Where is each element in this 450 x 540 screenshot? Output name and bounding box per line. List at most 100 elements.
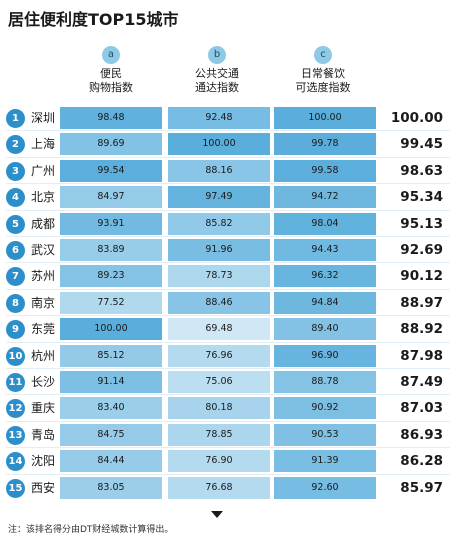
score-cell-a: 85.12: [60, 344, 162, 367]
row-divider: [6, 156, 450, 158]
score-cell-b: 80.18: [168, 397, 270, 420]
row-divider: [6, 130, 450, 132]
score-cell-a: 89.69: [60, 133, 162, 156]
table-row: 8 南京 77.52 88.46 94.84 88.97: [0, 290, 450, 316]
table-row: 1 深圳 98.48 92.48 100.00 100.00: [0, 105, 450, 131]
score-cell-b: 85.82: [168, 212, 270, 235]
row-divider: [6, 473, 450, 475]
score-cell-a: 99.54: [60, 159, 162, 182]
table-row: 3 广州 99.54 88.16 99.58 98.63: [0, 158, 450, 184]
rank-badge: 12: [6, 399, 25, 419]
column-label-b-line1: 公共交通: [195, 67, 239, 80]
total-score: 85.97: [400, 479, 443, 496]
row-divider: [6, 341, 450, 343]
total-score: 86.93: [400, 426, 443, 443]
city-name: 南京: [31, 295, 56, 310]
score-cell-b: 91.96: [168, 239, 270, 261]
total-score: 99.45: [400, 136, 443, 153]
rank-badge: 11: [6, 373, 25, 392]
score-cell-b: 76.90: [168, 450, 270, 473]
row-divider: [6, 394, 450, 396]
row-divider: [6, 183, 450, 185]
score-cell-b: 97.49: [168, 186, 270, 209]
total-score: 95.13: [400, 215, 443, 232]
column-header-c: c 日常餐饮 可选度指数: [268, 46, 378, 95]
rank-badge: 9: [6, 320, 25, 340]
score-cell-a: 84.97: [60, 186, 162, 209]
total-score: 95.34: [400, 189, 443, 206]
score-cell-b: 100.00: [168, 133, 270, 156]
score-cell-c: 89.40: [274, 318, 376, 341]
score-cell-b: 76.68: [168, 476, 270, 499]
total-score: 87.49: [400, 374, 443, 390]
score-cell-a: 89.23: [60, 265, 162, 288]
column-label-c-line2: 可选度指数: [295, 81, 351, 94]
score-cell-b: 78.85: [168, 423, 270, 446]
score-cell-c: 100.00: [274, 107, 376, 129]
score-cell-b: 69.48: [168, 318, 270, 341]
city-name: 青岛: [31, 427, 56, 442]
row-divider: [6, 315, 450, 317]
score-cell-b: 92.48: [168, 107, 270, 129]
rank-badge: 7: [6, 267, 25, 287]
row-divider: [6, 447, 450, 449]
total-score: 100.00: [390, 110, 443, 126]
rank-badge: 2: [6, 135, 25, 155]
score-cell-b: 88.16: [168, 159, 270, 182]
column-label-c-line1: 日常餐饮: [301, 67, 345, 80]
score-cell-c: 91.39: [274, 450, 376, 473]
table-row: 4 北京 84.97 97.49 94.72 95.34: [0, 184, 450, 210]
score-cell-c: 98.04: [274, 212, 376, 235]
score-cell-a: 100.00: [60, 318, 162, 341]
rank-badge: 6: [6, 241, 25, 260]
score-cell-b: 88.46: [168, 291, 270, 314]
score-cell-c: 90.53: [274, 423, 376, 446]
score-cell-a: 83.05: [60, 476, 162, 499]
footnote: 注：该排名得分由DT财经城数计算得出。: [8, 525, 174, 535]
rank-badge: 8: [6, 293, 25, 313]
score-cell-c: 96.32: [274, 265, 376, 288]
total-score: 87.03: [400, 400, 443, 417]
row-divider: [6, 420, 450, 422]
city-name: 东莞: [31, 322, 56, 337]
score-cell-c: 88.78: [274, 371, 376, 393]
score-cell-a: 84.44: [60, 450, 162, 473]
table-row: 14 沈阳 84.44 76.90 91.39 86.28: [0, 448, 450, 474]
score-cell-c: 94.84: [274, 291, 376, 314]
table-row: 13 青岛 84.75 78.85 90.53 86.93: [0, 422, 450, 448]
score-cell-a: 83.40: [60, 397, 162, 420]
city-name: 成都: [31, 216, 56, 231]
row-divider: [6, 236, 450, 237]
city-name: 杭州: [31, 348, 56, 363]
column-label-a-line1: 便民: [100, 67, 122, 80]
city-name: 重庆: [31, 401, 56, 416]
pointer-triangle-icon: [211, 511, 223, 518]
total-score: 92.69: [400, 242, 443, 258]
score-cell-a: 93.91: [60, 212, 162, 235]
row-divider: [6, 288, 450, 290]
rank-badge: 15: [6, 478, 25, 498]
score-cell-c: 94.72: [274, 186, 376, 209]
total-score: 86.28: [400, 453, 443, 470]
score-cell-c: 90.92: [274, 397, 376, 420]
total-score: 87.98: [400, 347, 443, 364]
rank-badge: 4: [6, 188, 25, 208]
rank-badge: 1: [6, 109, 25, 128]
table-row: 7 苏州 89.23 78.73 96.32 90.12: [0, 263, 450, 289]
city-name: 沈阳: [31, 454, 56, 469]
column-header-b: b 公共交通 通达指数: [162, 46, 272, 95]
column-badge-a: a: [102, 46, 120, 64]
row-divider: [6, 262, 450, 264]
rank-badge: 3: [6, 161, 25, 181]
column-header-a: a 便民 购物指数: [56, 46, 166, 95]
city-name: 深圳: [31, 111, 56, 125]
rank-badge: 5: [6, 214, 25, 234]
city-name: 苏州: [31, 269, 56, 284]
table-row: 2 上海 89.69 100.00 99.78 99.45: [0, 131, 450, 157]
city-name: 长沙: [31, 375, 56, 389]
chart-title: 居住便利度TOP15城市: [8, 10, 179, 29]
score-cell-a: 91.14: [60, 371, 162, 393]
city-name: 北京: [31, 190, 56, 205]
total-score: 88.97: [400, 294, 443, 311]
row-divider: [6, 209, 450, 211]
